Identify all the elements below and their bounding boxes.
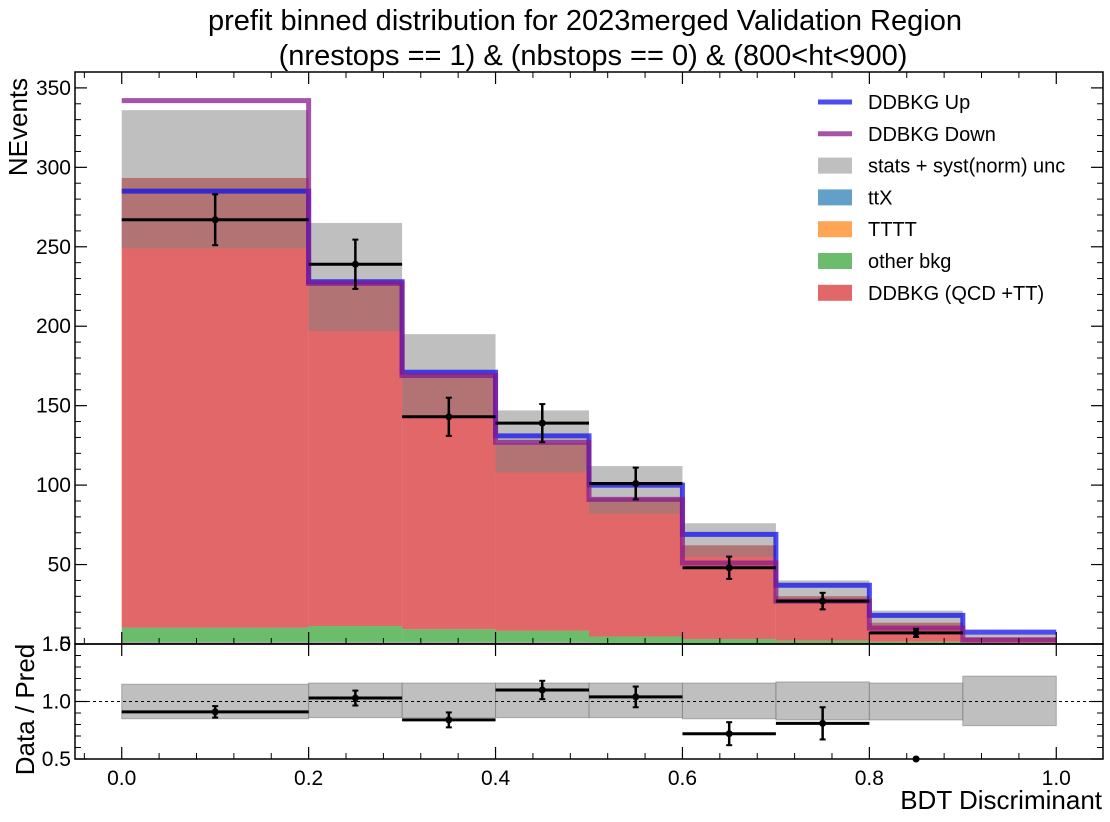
x-tick-label-5: 1.0	[1042, 767, 1071, 790]
data-marker-5	[725, 564, 733, 572]
legend-swatch	[818, 221, 852, 238]
legend-swatch	[818, 253, 852, 269]
chart-title-line-2: (nrestops == 1) & (nbstops == 0) & (800<…	[279, 40, 908, 72]
ratio-marker-3	[538, 686, 546, 694]
ratio-band-5	[681, 682, 777, 720]
ratio-plot: 0.5 1.0 0.0 0.2 0.4 0.6 0.8 1.0	[42, 643, 1104, 790]
data-marker-3	[538, 419, 546, 427]
legend-entry-other-bkg: other bkg	[818, 251, 951, 273]
stack-bar-other-bkg-7	[869, 641, 963, 644]
data-marker-4	[632, 480, 640, 488]
stack-bar-ttx-1	[308, 642, 403, 644]
legend-label: DDBKG (QCD +TT)	[868, 283, 1044, 305]
ratio-marker-4	[632, 693, 640, 701]
legend-label: DDBKG Down	[868, 124, 996, 146]
data-point-7	[869, 627, 963, 639]
ratio-point-2	[402, 711, 496, 729]
legend-entry-tttt: TTTT	[818, 219, 917, 241]
ratio-point-0	[121, 705, 309, 719]
ratio-marker-2	[445, 716, 453, 724]
x-tick-label-1: 0.2	[294, 767, 323, 790]
y-axis-label-ratio: Data / Pred	[10, 644, 40, 776]
ratio-marker-5	[725, 730, 733, 738]
data-marker-7	[912, 629, 920, 637]
data-marker-0	[211, 216, 219, 224]
legend: DDBKG Up DDBKG Down stats + syst(norm) unc…	[818, 92, 1065, 305]
data-point-4	[589, 466, 683, 501]
ratio-point-6	[775, 706, 870, 741]
stack-bar-ttx-2	[402, 642, 496, 644]
ratio-band-8	[962, 675, 1057, 727]
uncertainty-band-5	[682, 523, 776, 557]
stack-bar-other-bkg-6	[775, 640, 870, 644]
ratio-marker-6	[819, 719, 827, 727]
legend-entry-ttx: ttX	[818, 187, 892, 209]
legend-label: stats + syst(norm) unc	[868, 156, 1065, 178]
legend-swatch	[818, 157, 852, 174]
data-point-6	[775, 591, 870, 611]
stack-bar-ddbkg-qcd-tt--3	[495, 443, 589, 631]
uncertainty-band-8	[962, 634, 1057, 640]
legend-label: ttX	[868, 187, 892, 209]
legend-swatch	[818, 189, 852, 206]
data-point-1	[308, 238, 403, 290]
y-tick-label-1: 50	[48, 554, 71, 577]
data-point-2	[402, 396, 496, 437]
x-tick-label-3: 0.6	[668, 767, 697, 790]
ratio-y-tick-label-0: 0.5	[42, 748, 71, 771]
main-plot: 0 50 100 150 200 250 300 350 1.5	[36, 71, 1104, 656]
legend-entry-ddbkg-qcd-tt-: DDBKG (QCD +TT)	[818, 283, 1044, 305]
y-tick-label-0: 0	[59, 633, 71, 656]
stack-bar-ddbkg-qcd-tt--0	[121, 177, 309, 628]
data-marker-2	[445, 413, 453, 421]
legend-entry-ddbkg-up: DDBKG Up	[818, 92, 970, 114]
legend-entry-stats-syst-norm-unc: stats + syst(norm) unc	[818, 156, 1065, 178]
x-tick-label-4: 0.8	[855, 767, 884, 790]
stack-bar-other-bkg-2	[402, 629, 496, 642]
x-tick-label-2: 0.4	[481, 767, 511, 790]
stack-bar-ttx-3	[495, 642, 589, 644]
data-marker-6	[819, 597, 827, 605]
y-tick-label-6: 300	[36, 156, 71, 179]
data-marker-1	[351, 260, 359, 268]
ratio-point-3	[495, 679, 589, 701]
ratio-marker-0	[211, 708, 219, 716]
y-tick-label-4: 200	[36, 315, 71, 338]
ratio-y-tick-label-1: 1.0	[42, 691, 71, 714]
ratio-point-1	[308, 689, 403, 707]
y-tick-label-5: 250	[36, 236, 71, 259]
y-tick-label-2: 100	[36, 474, 71, 497]
stack-bar-other-bkg-5	[682, 639, 776, 644]
ratio-marker-1	[351, 694, 359, 702]
data-point-5	[682, 555, 776, 580]
data-point-0	[121, 193, 309, 247]
legend-label: TTTT	[868, 219, 917, 241]
stack-bar-other-bkg-3	[495, 630, 589, 642]
legend-entry-ddbkg-down: DDBKG Down	[818, 124, 996, 146]
y-tick-label-3: 150	[36, 395, 71, 418]
legend-label: DDBKG Up	[868, 92, 970, 114]
stack-bar-ttx-0	[121, 642, 309, 644]
y-axis-label-main: NEvents	[3, 78, 33, 176]
x-tick-label-0: 0.0	[107, 767, 136, 790]
legend-swatch	[818, 284, 852, 301]
stack-bar-other-bkg-4	[589, 636, 683, 643]
x-axis-label: BDT Discriminant	[900, 785, 1103, 815]
chart-title: prefit binned distribution for 2023merge…	[208, 5, 962, 72]
y-tick-label-7: 350	[36, 77, 71, 100]
stack-bar-ddbkg-qcd-tt--4	[589, 498, 683, 637]
data-point-3	[495, 403, 589, 444]
ratio-point-5	[682, 721, 776, 747]
stack-bar-other-bkg-0	[121, 627, 309, 642]
stack-bar-other-bkg-8	[962, 642, 1057, 644]
legend-label: other bkg	[868, 251, 951, 273]
ratio-point-4	[589, 685, 683, 709]
chart-title-line-1: prefit binned distribution for 2023merge…	[208, 5, 962, 37]
stack-bar-ddbkg-qcd-tt--1	[308, 282, 403, 627]
stack-bar-other-bkg-1	[308, 626, 403, 642]
ratio-top-tick-label: 1.5	[42, 633, 71, 656]
